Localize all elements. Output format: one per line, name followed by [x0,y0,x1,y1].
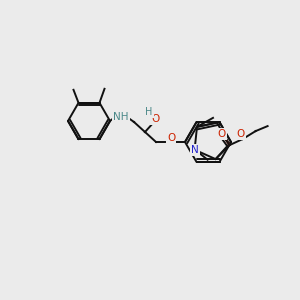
Text: O: O [151,114,159,124]
Text: O: O [167,133,175,143]
Text: O: O [218,129,226,139]
Text: NH: NH [113,112,129,122]
Text: O: O [236,129,245,139]
Text: N: N [191,145,199,155]
Text: H: H [145,107,153,117]
